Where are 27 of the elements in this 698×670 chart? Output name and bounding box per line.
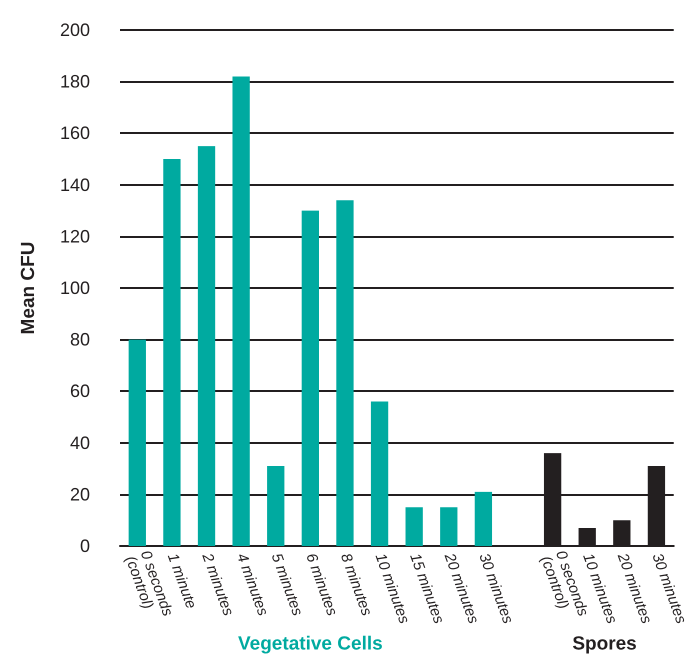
- y-tick-label: 200: [60, 20, 90, 40]
- bar: [163, 159, 181, 546]
- y-tick-label: 60: [70, 381, 90, 402]
- y-tick-label: 80: [70, 330, 90, 350]
- text: Vegetative Cells: [238, 634, 383, 654]
- y-tick-label: 100: [60, 278, 90, 298]
- x-tick-label: 30 minutes: [475, 551, 517, 626]
- y-tick-label: 0: [80, 536, 90, 556]
- x-tick-label: 30 minutes: [648, 551, 690, 626]
- bar: [267, 466, 284, 546]
- bar: [128, 340, 146, 546]
- y-tick-label: 180: [60, 72, 90, 92]
- bar: [198, 146, 216, 546]
- bar: [232, 76, 250, 546]
- bar: [406, 507, 423, 546]
- y-tick-label: 20: [70, 484, 90, 504]
- text: Spores: [572, 634, 637, 654]
- bar: [440, 507, 458, 546]
- bar: [302, 210, 319, 546]
- y-axis-title: Mean CFU: [18, 242, 39, 334]
- y-tick-label: 120: [60, 226, 90, 246]
- y-tick-label: 40: [70, 432, 90, 453]
- bar: [336, 200, 354, 546]
- bar: [370, 402, 388, 546]
- y-tick-label: 140: [60, 174, 90, 195]
- y-tick-label: 160: [60, 123, 90, 144]
- bar: [474, 492, 492, 546]
